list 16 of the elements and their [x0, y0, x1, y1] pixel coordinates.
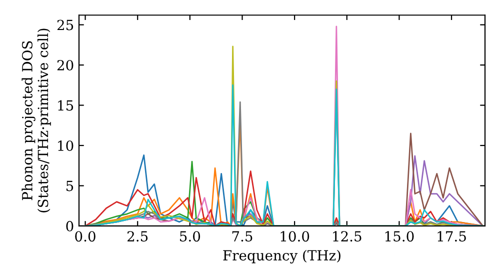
y-tick-label: 20	[57, 60, 74, 70]
x-axis-title: Frequency (THz)	[223, 250, 340, 264]
x-tick-label: 2.5	[127, 231, 148, 242]
y-tick-label: 10	[58, 140, 74, 151]
y-tick-label: 25	[57, 20, 74, 30]
y-tick-label: 0	[66, 220, 74, 232]
y-axis-title: Phonon projected DOS (States/THz·primitive cell)	[22, 28, 51, 212]
x-tick-label: 12.5	[333, 231, 362, 242]
y-tick-label: 5	[66, 180, 74, 192]
x-tick-label: 10.0	[280, 231, 310, 242]
x-tick-label: 15.0	[385, 231, 414, 242]
x-tick-label: 7.5	[232, 231, 252, 242]
y-tick-label: 15	[58, 100, 74, 111]
x-tick-label: 17.5	[438, 231, 466, 242]
x-tick-label: 0.0	[75, 231, 96, 242]
x-tick-label: 5.0	[180, 231, 200, 242]
